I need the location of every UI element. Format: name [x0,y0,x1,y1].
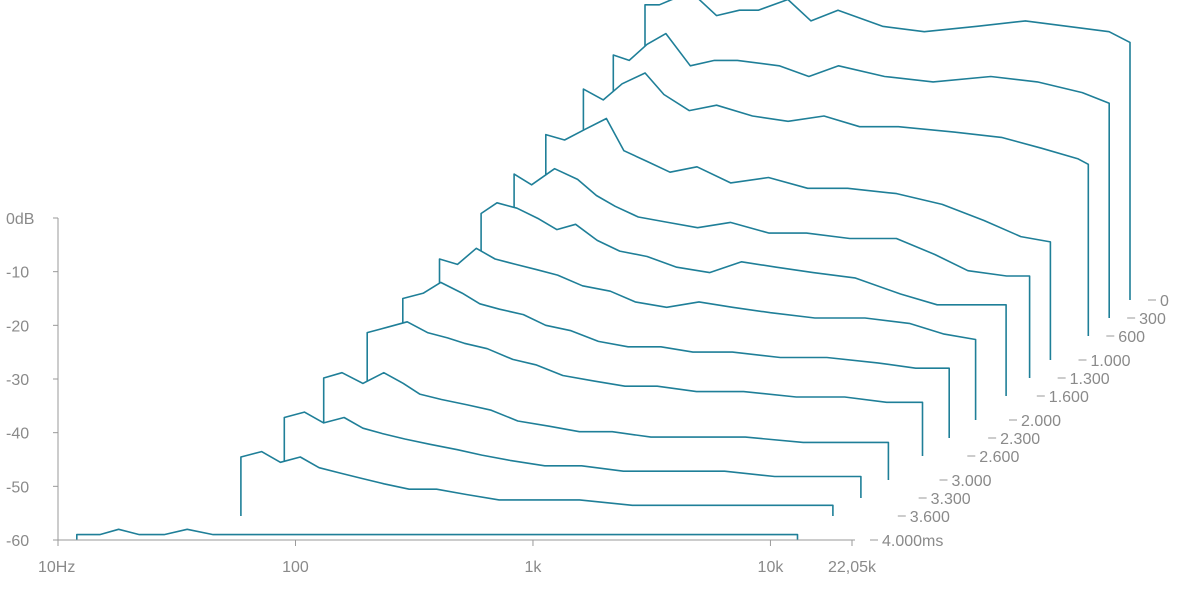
time-tick-label: 1.000 [1091,353,1131,370]
waterfall-slice-fill [284,412,861,498]
time-tick-label: 0 [1160,293,1169,310]
waterfall-slice-line [480,202,1007,396]
waterfall-slice-line [76,528,799,540]
time-tick-label: 600 [1118,329,1145,346]
waterfall-slice-line [513,167,1031,378]
y-tick-label: -50 [6,479,29,496]
axes: 0dB -10 -20 -30 -40 -50 -60 10Hz 100 1k 10k 22,05k [6,211,877,576]
time-tick-label: 1.600 [1049,389,1089,406]
y-tick-label: -30 [6,372,29,389]
waterfall-slice-line [582,72,1090,336]
y-axis-ticks: 0dB -10 -20 -30 -40 -50 -60 [6,211,58,550]
y-tick-label: -40 [6,426,29,443]
waterfall-slice-line [644,0,1131,300]
time-tick-label: 4.000ms [882,533,943,550]
x-tick-label: 1k [525,559,543,576]
x-tick-label: 100 [282,559,309,576]
time-tick-label: 1.300 [1070,371,1110,388]
time-tick-label: 2.600 [979,449,1019,466]
x-tick-label: 10k [758,559,785,576]
time-tick-label: 2.000 [1021,413,1061,430]
waterfall-traces [76,0,1131,540]
time-tick-label: 3.600 [910,509,950,526]
time-tick-label: 3.000 [952,473,992,490]
x-axis-ticks: 10Hz 100 1k 10k 22,05k [38,540,877,576]
time-tick-label: 3.300 [931,491,971,508]
y-tick-label: -20 [6,318,29,335]
y-tick-label: 0dB [6,211,34,228]
waterfall-slice-line [322,371,890,480]
y-tick-label: -10 [6,265,29,282]
waterfall-slice-fill [240,451,833,516]
waterfall-slice-line [438,247,977,420]
waterfall-slice-line [545,117,1052,360]
waterfall-slice-line [366,321,924,456]
time-tick-label: 2.300 [1000,431,1040,448]
time-tick-label: 300 [1139,311,1166,328]
waterfall-slice-line [612,32,1110,318]
x-tick-label: 22,05k [828,559,877,576]
waterfall-slice-line [240,450,834,516]
x-tick-label: 10Hz [38,559,75,576]
waterfall-slice-line [402,281,950,438]
y-tick-label: -60 [6,533,29,550]
waterfall-slice-line [283,411,862,498]
